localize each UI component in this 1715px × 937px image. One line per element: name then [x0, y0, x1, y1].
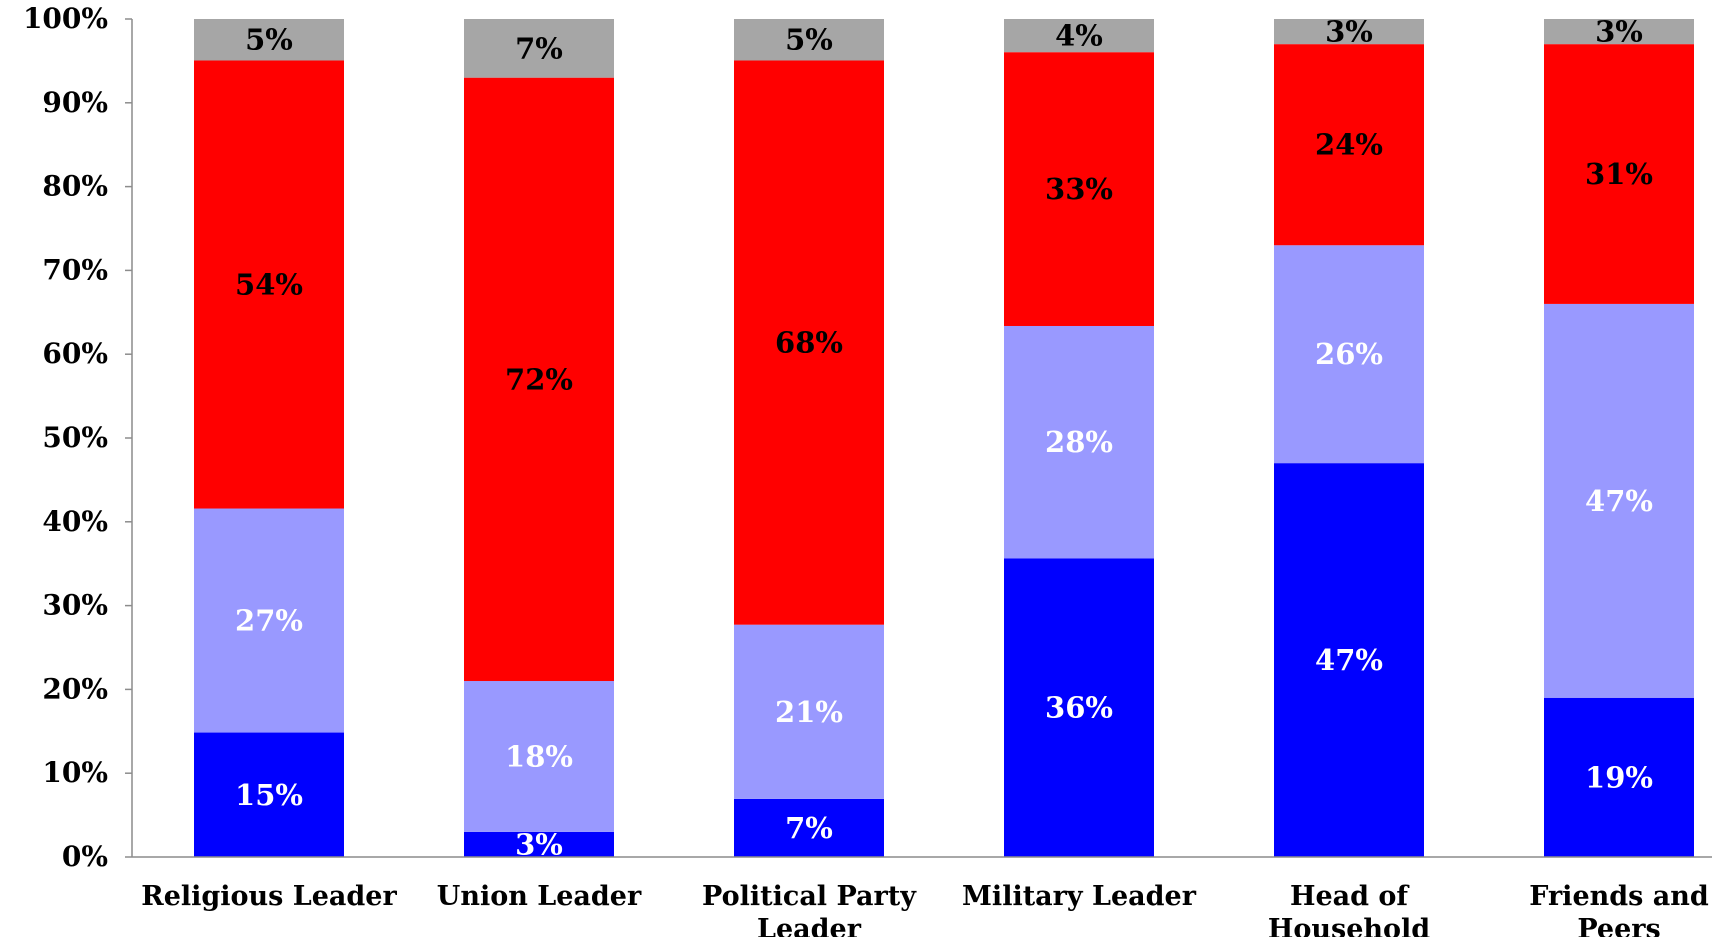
y-tick-label: 10% [42, 756, 108, 789]
data-label: 7% [515, 31, 563, 65]
bar-segment [1004, 325, 1154, 559]
y-tick-label: 40% [42, 505, 108, 538]
data-label: 4% [1055, 19, 1103, 53]
data-label: 54% [235, 268, 303, 302]
bar-segment [194, 19, 344, 61]
y-tick-label: 50% [42, 421, 108, 454]
bar-segment [1004, 558, 1154, 857]
category-label: Friends and [1529, 881, 1709, 912]
category-label: Union Leader [437, 881, 642, 912]
bar-segment [1004, 52, 1154, 326]
bar-segment [1274, 44, 1424, 246]
bar-segment [734, 60, 884, 625]
bar-segment [734, 19, 884, 61]
y-tick-label: 60% [42, 337, 108, 370]
bar-segment [1274, 463, 1424, 857]
data-label: 5% [245, 23, 293, 57]
data-label: 31% [1585, 157, 1653, 191]
y-tick-label: 30% [42, 589, 108, 622]
y-tick-label: 20% [42, 672, 108, 705]
bar-segment [1544, 697, 1694, 857]
bar-segment [464, 19, 614, 78]
data-label: 19% [1585, 760, 1653, 794]
data-label: 72% [505, 362, 573, 396]
data-label: 47% [1315, 643, 1383, 677]
data-labels-group: 15% 27% 54% 5% 3% 18% 72% 7% 7% 21% 68% 5% 36% 28% 33%… [235, 15, 1653, 862]
y-tick-label: 100% [23, 2, 108, 35]
bar-segment [1544, 19, 1694, 45]
bar-segment [734, 798, 884, 857]
bar-segment [1544, 303, 1694, 698]
data-label: 18% [505, 739, 573, 773]
bar-segment [1274, 19, 1424, 45]
data-label: 68% [775, 326, 843, 360]
bar-segment [464, 77, 614, 682]
bar-segment [1004, 19, 1154, 53]
data-label: 24% [1315, 128, 1383, 162]
y-tick-label: 70% [42, 253, 108, 286]
bar-segment [1274, 245, 1424, 464]
category-label: Military Leader [962, 881, 1197, 912]
category-label: Household [1268, 914, 1430, 937]
bar-segment [464, 681, 614, 832]
data-label: 21% [775, 695, 843, 729]
bars-group [194, 19, 1694, 857]
y-axis: 0% 10% 20% 30% 40% 50% 60% 70% 80% 90% 100% [23, 2, 133, 873]
y-tick-label: 0% [62, 840, 108, 873]
data-label: 26% [1315, 337, 1383, 371]
category-label: Political Party [702, 881, 917, 912]
data-label: 3% [1595, 15, 1643, 49]
data-label: 5% [785, 23, 833, 57]
category-label: Head of [1290, 881, 1410, 912]
bar-segment [464, 831, 614, 857]
data-label: 36% [1045, 691, 1113, 725]
category-label: Peers [1577, 914, 1660, 937]
bar-segment [734, 624, 884, 799]
category-label: Religious Leader [141, 881, 397, 912]
bar-segment [194, 60, 344, 509]
bar-segment [194, 508, 344, 733]
y-tick-label: 90% [42, 86, 108, 119]
data-label: 3% [515, 827, 563, 861]
category-label: Leader [757, 914, 862, 937]
data-label: 33% [1045, 172, 1113, 206]
data-label: 28% [1045, 425, 1113, 459]
bar-segment [194, 732, 344, 857]
data-label: 47% [1585, 484, 1653, 518]
x-axis: Religious Leader Union Leader Political Pa… [132, 856, 1712, 937]
data-label: 27% [235, 604, 303, 638]
data-label: 3% [1325, 15, 1373, 49]
data-label: 7% [785, 811, 833, 845]
bar-segment [1544, 44, 1694, 304]
data-label: 15% [235, 778, 303, 812]
y-tick-label: 80% [42, 170, 108, 203]
